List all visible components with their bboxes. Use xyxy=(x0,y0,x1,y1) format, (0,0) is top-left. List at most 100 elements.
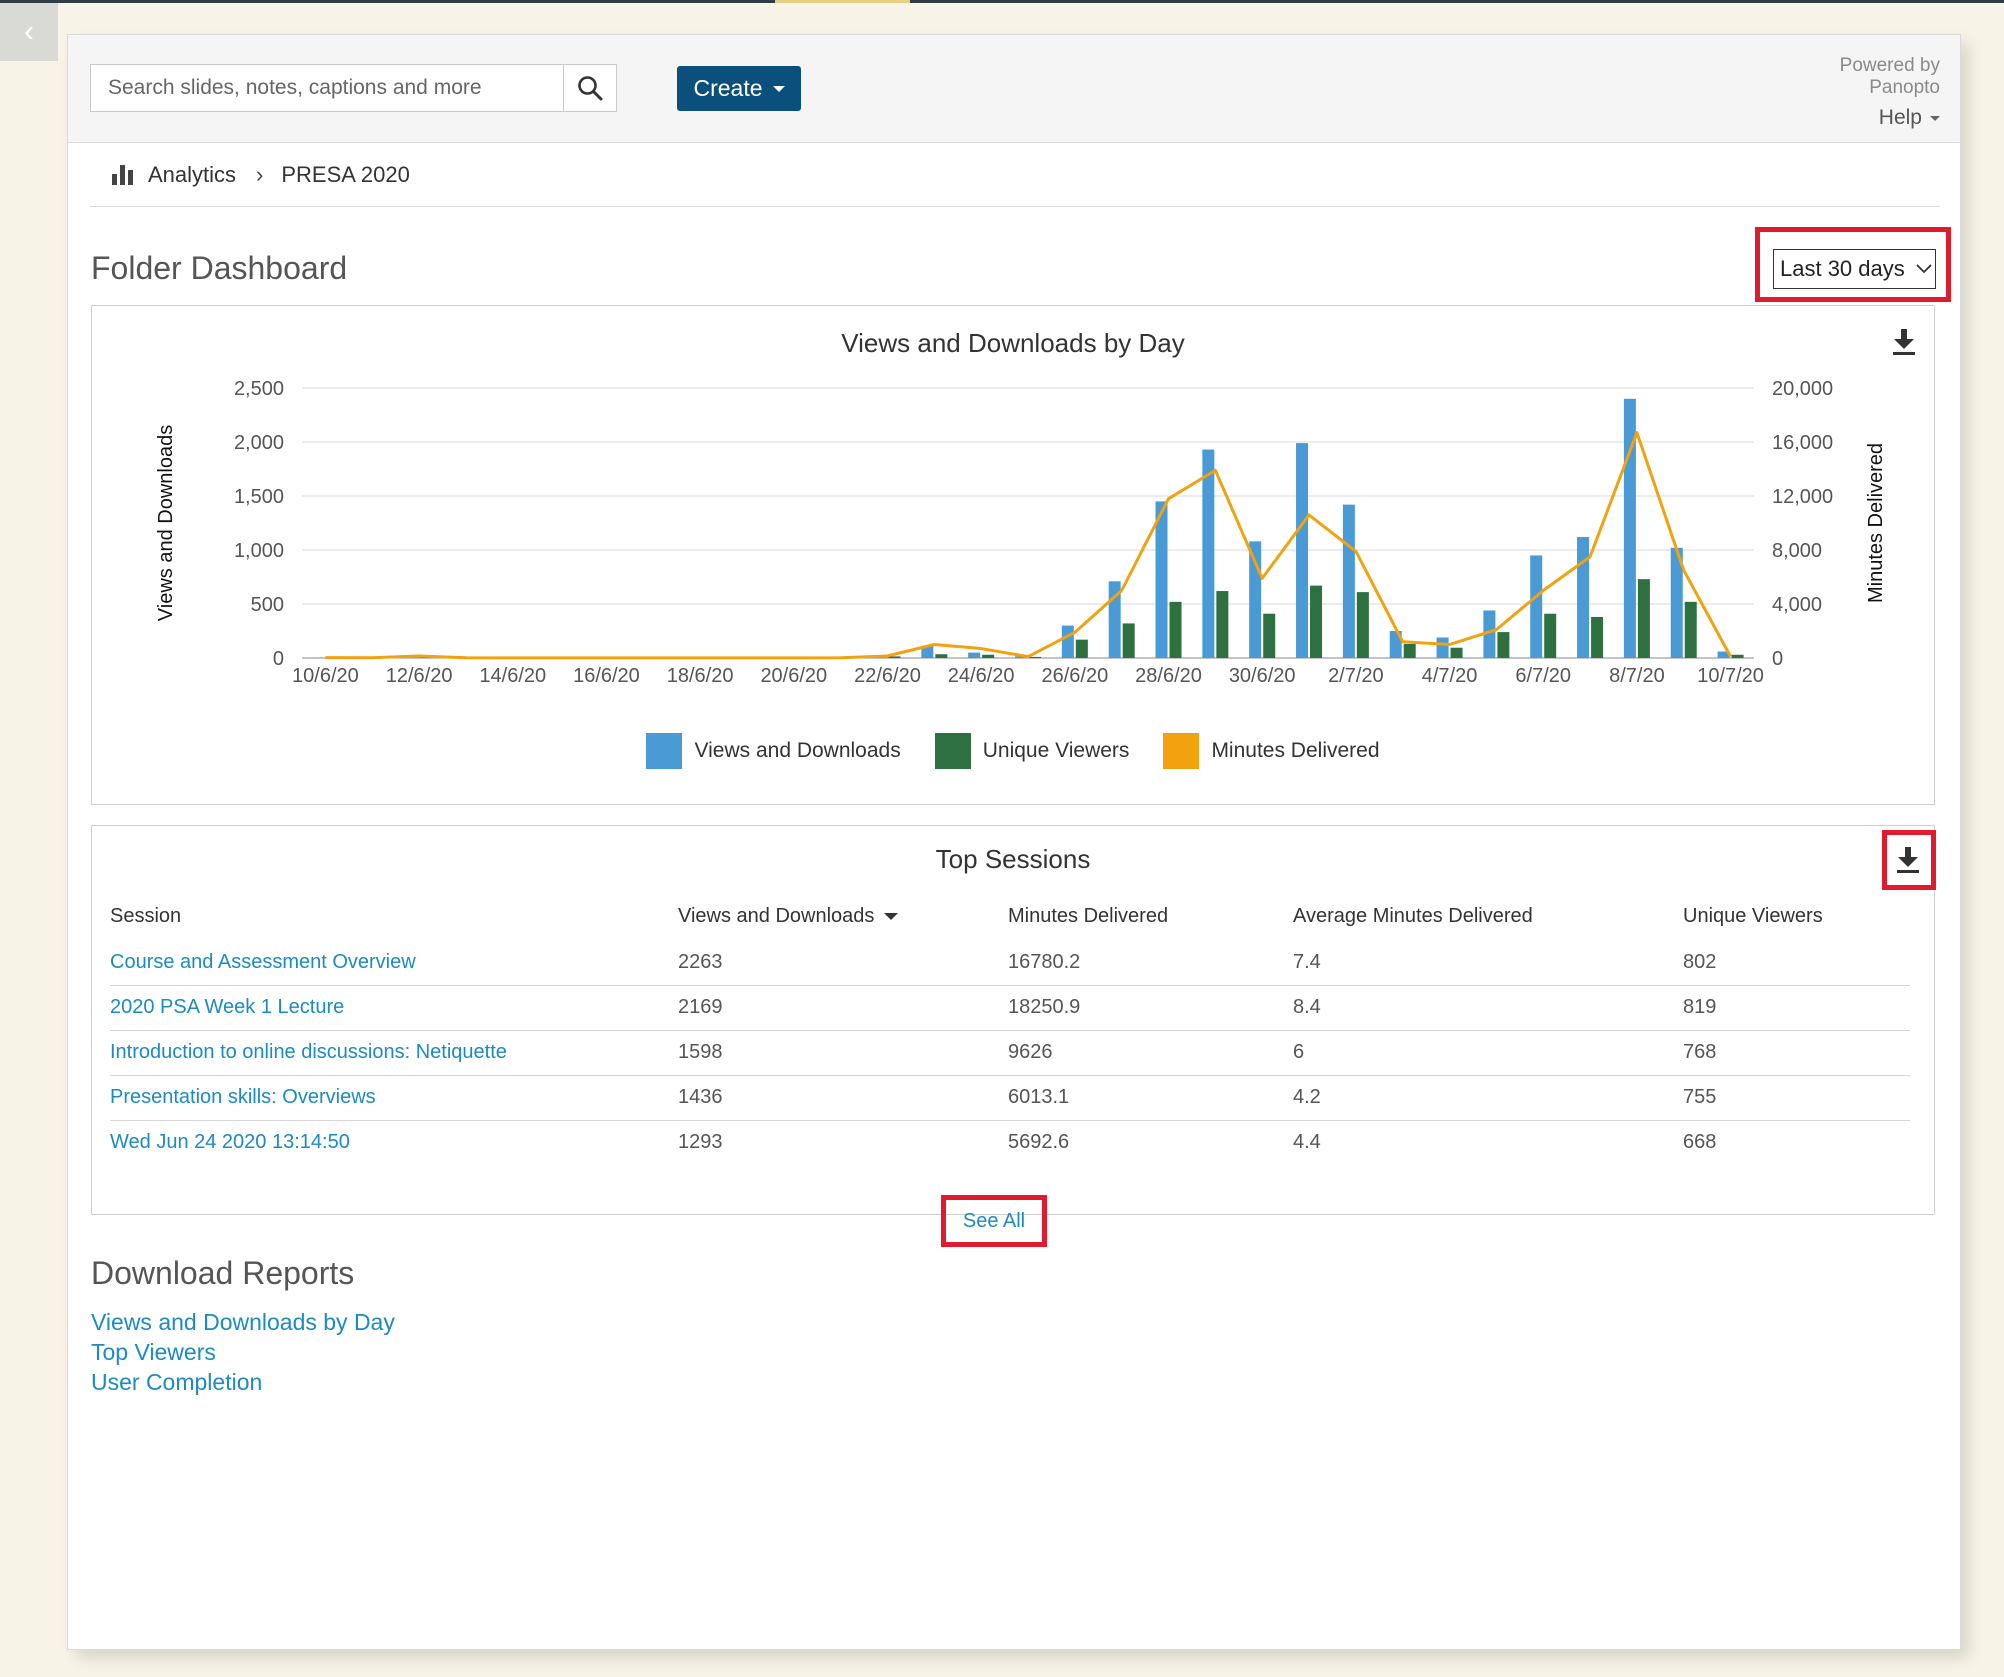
date-range-value: Last 30 days xyxy=(1780,256,1905,281)
cell-minutes: 18250.9 xyxy=(1008,985,1293,1031)
legend-item-unique-viewers[interactable]: Unique Viewers xyxy=(934,733,1130,769)
y2-tick-label: 16,000 xyxy=(1772,432,1833,454)
bar-unique-viewers xyxy=(1216,591,1229,658)
table-row: Presentation skills: Overviews 1436 6013… xyxy=(110,1075,1910,1121)
column-header-avg-minutes[interactable]: Average Minutes Delivered xyxy=(1293,904,1533,927)
y2-tick-label: 8,000 xyxy=(1772,540,1822,562)
top-border-accent xyxy=(775,0,910,3)
create-button[interactable]: Create xyxy=(677,66,801,111)
cell-avg-minutes: 4.2 xyxy=(1293,1075,1683,1121)
column-header-unique-viewers[interactable]: Unique Viewers xyxy=(1683,904,1823,927)
session-link[interactable]: 2020 PSA Week 1 Lecture xyxy=(110,996,345,1018)
views-downloads-chart: 0 500 1,000 1,500 2,000 2,500 0 4,000 8,000 12,00… xyxy=(155,378,1887,687)
bar-views xyxy=(1436,637,1449,658)
back-button[interactable]: ‹ xyxy=(0,3,58,61)
download-highlight-box xyxy=(1882,830,1936,890)
caret-down-icon xyxy=(1930,115,1940,121)
bar-unique-viewers xyxy=(982,654,995,658)
y2-axis-label: Minutes Delivered xyxy=(1865,443,1887,603)
legend-item-minutes[interactable]: Minutes Delivered xyxy=(1163,733,1380,769)
x-tick-label: 18/6/20 xyxy=(667,665,734,687)
x-tick-label: 20/6/20 xyxy=(760,665,827,687)
legend-label-views: Views and Downloads xyxy=(694,739,901,762)
bar-unique-viewers xyxy=(935,654,948,658)
download-reports-title: Download Reports xyxy=(91,1255,355,1291)
powered-by: Powered by Panopto xyxy=(1840,55,1940,99)
bar-unique-viewers xyxy=(1591,616,1604,658)
bar-unique-viewers xyxy=(1029,656,1041,658)
search-input[interactable] xyxy=(91,65,563,111)
download-reports-list: Views and Downloads by Day Top Viewers U… xyxy=(91,1307,395,1397)
chart-legend: Views and Downloads Unique Viewers Minut… xyxy=(92,733,1934,769)
table-header-row: Session Views and Downloads Minutes Deli… xyxy=(110,892,1910,940)
table-row: Course and Assessment Overview 2263 1678… xyxy=(110,940,1910,986)
session-link[interactable]: Presentation skills: Overviews xyxy=(110,1086,376,1108)
download-icon[interactable] xyxy=(1894,844,1922,874)
report-link-user-completion[interactable]: User Completion xyxy=(91,1369,263,1395)
x-tick-label: 10/7/20 xyxy=(1697,665,1764,687)
bar-unique-viewers xyxy=(1731,654,1744,658)
search-button[interactable] xyxy=(563,65,616,111)
y-tick-label: 1,000 xyxy=(234,540,284,562)
bar-unique-viewers xyxy=(1169,601,1182,658)
sort-descending-icon xyxy=(884,912,899,920)
bar-views xyxy=(1483,610,1496,658)
header-bar: Create Powered by Panopto Help xyxy=(68,35,1960,143)
cell-minutes: 9626 xyxy=(1008,1030,1293,1076)
breadcrumb: Analytics › PRESA 2020 xyxy=(90,143,1940,207)
x-tick-label: 8/7/20 xyxy=(1609,665,1665,687)
download-icon[interactable] xyxy=(1890,326,1918,356)
bar-views xyxy=(921,646,934,658)
breadcrumb-analytics[interactable]: Analytics xyxy=(110,162,236,188)
bar-unique-viewers xyxy=(888,656,901,658)
session-link[interactable]: Course and Assessment Overview xyxy=(110,950,416,973)
legend-label-unique-viewers: Unique Viewers xyxy=(982,739,1130,762)
bar-unique-viewers xyxy=(1497,632,1510,658)
see-all-highlight-box: See All xyxy=(941,1195,1047,1247)
column-header-minutes[interactable]: Minutes Delivered xyxy=(1008,904,1169,927)
session-link[interactable]: Wed Jun 24 2020 13:14:50 xyxy=(110,1131,350,1154)
report-link-top-viewers[interactable]: Top Viewers xyxy=(91,1339,216,1365)
cell-views: 1436 xyxy=(678,1075,1008,1121)
powered-by-line2: Panopto xyxy=(1869,77,1940,98)
create-button-label: Create xyxy=(693,75,763,101)
table-row: 2020 PSA Week 1 Lecture 2169 18250.9 8.4… xyxy=(110,985,1910,1031)
cell-unique-viewers: 802 xyxy=(1683,940,1910,986)
x-tick-label: 14/6/20 xyxy=(479,665,546,687)
y-tick-label: 500 xyxy=(251,594,284,616)
x-tick-label: 30/6/20 xyxy=(1229,665,1296,687)
chevron-down-icon xyxy=(1916,264,1932,274)
y-tick-label: 2,000 xyxy=(234,432,284,454)
x-tick-label: 28/6/20 xyxy=(1135,665,1202,687)
session-link[interactable]: Introduction to online discussions: Neti… xyxy=(110,1041,507,1063)
cell-avg-minutes: 7.4 xyxy=(1293,940,1683,986)
column-header-views[interactable]: Views and Downloads xyxy=(678,892,1008,940)
y-tick-label: 2,500 xyxy=(234,378,284,400)
column-header-session[interactable]: Session xyxy=(110,904,182,927)
y-tick-label: 0 xyxy=(273,648,284,670)
legend-swatch-minutes xyxy=(1163,733,1200,769)
search-icon xyxy=(578,76,603,101)
top-sessions-table: Session Views and Downloads Minutes Deli… xyxy=(110,892,1910,1165)
cell-avg-minutes: 4.4 xyxy=(1293,1131,1321,1154)
x-tick-label: 24/6/20 xyxy=(948,665,1015,687)
see-all-link[interactable]: See All xyxy=(962,1209,1026,1232)
help-label: Help xyxy=(1878,106,1922,129)
chevron-left-icon: ‹ xyxy=(24,15,34,48)
date-range-select[interactable]: Last 30 days xyxy=(1773,249,1936,289)
table-row: Introduction to online discussions: Neti… xyxy=(110,1030,1910,1076)
bar-views xyxy=(1670,547,1683,658)
line-minutes-delivered xyxy=(325,431,1732,660)
x-tick-label: 4/7/20 xyxy=(1422,665,1478,687)
range-highlight-box xyxy=(1755,227,1951,302)
report-link-views-downloads[interactable]: Views and Downloads by Day xyxy=(91,1309,395,1335)
page-title: Folder Dashboard xyxy=(91,250,348,286)
bar-unique-viewers xyxy=(1263,613,1276,658)
cell-minutes: 6013.1 xyxy=(1008,1075,1293,1121)
legend-item-views[interactable]: Views and Downloads xyxy=(646,733,901,769)
top-border xyxy=(0,0,2004,3)
bar-unique-viewers xyxy=(1075,639,1088,658)
cell-avg-minutes: 6 xyxy=(1293,1030,1683,1076)
x-tick-label: 12/6/20 xyxy=(386,665,453,687)
help-menu[interactable]: Help xyxy=(1879,106,1940,130)
